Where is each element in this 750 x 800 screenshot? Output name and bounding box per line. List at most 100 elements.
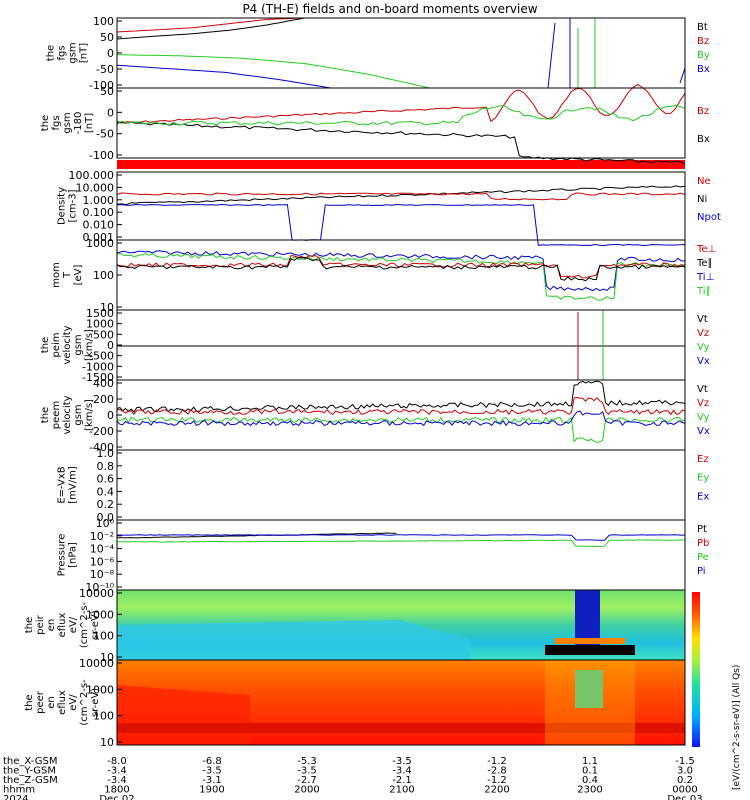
x-tick-label: Dec 03 [667,794,702,800]
y-tick-label: 10⁻⁸ [90,568,115,581]
panel-frame [116,239,686,311]
y-tick-label: -400 [89,441,114,454]
y-tick-label: -100 [89,149,114,162]
x-tick-label: -1.5 [675,756,695,767]
legend-entry: Ey [697,473,709,484]
x-tick-label: -1.2 [487,756,507,767]
spectrogram-region [555,638,625,644]
legend-entry: Pt [697,524,707,535]
y-axis-label: gsm [68,42,79,63]
y-tick-label: 0.2 [97,498,115,511]
y-tick-label: 0.100 [83,206,115,219]
legend-entry: Vz [697,398,709,409]
x-tick-label: -3.4 [107,766,127,777]
y-tick-label: 1000 [86,608,114,621]
x-tick-label: -3.5 [392,756,412,767]
y-tick-label: 1000 [86,683,114,696]
legend-entry: Ez [697,454,709,465]
x-tick-label: -5.3 [297,756,317,767]
y-tick-label: 0 [107,106,114,119]
y-tick-label: 1000 [86,318,114,331]
legend-entry: Ti∥ [696,286,711,297]
legend-entry: Vz [697,328,709,339]
y-axis-label: [km/s] [84,329,95,361]
y-axis-label: T [62,271,73,279]
y-tick-label: -1000 [82,360,114,373]
legend-entry: By [697,50,710,61]
series-line [116,250,686,292]
y-tick-label: 200 [93,393,114,406]
legend-entry: Pi [697,566,706,577]
series-line [116,416,686,443]
y-tick-label: -200 [89,425,114,438]
y-axis-label: the [24,617,35,633]
panel-mom_temp: 1000 100 10 mom T [eV] Te⊥ Te∥ Ti⊥ Ti∥ [51,237,716,314]
x-row-label: the_Y-GSM [3,766,56,777]
y-axis-label: Pressure [57,534,68,577]
series-line [116,104,686,126]
y-axis-label: E=-VxB [57,466,68,503]
x-tick-label: -3.1 [202,775,222,786]
series-line [116,253,686,301]
panel-efield: 1.00.80.60.40.20.0 E=-VxB [mV/m] Ez Ey Ex [57,447,710,524]
panel-frame [116,379,686,451]
y-tick-label: 50 [100,31,114,44]
y-axis-label: [nT] [84,113,95,133]
spectrogram-region [575,670,603,708]
series-line [116,83,686,124]
panel-frame [116,171,686,241]
series-line [116,203,686,247]
y-tick-label: -1500 [82,371,114,384]
y-tick-label: 1.0 [97,447,115,460]
x-tick-label: 3.0 [677,766,693,777]
y-tick-label: -50 [96,128,114,141]
legend-entry: Vy [697,342,710,353]
y-axis-label: velocity [62,325,73,364]
legend-entry: Ne [697,176,711,187]
y-tick-label: 10 [100,736,114,749]
series-line [116,534,685,541]
y-axis-label: [eV] [73,265,84,286]
y-axis-label: fgs [51,115,62,130]
legend-entry: Bt [697,22,708,33]
x-axis-labels: the_X-GSM -8.0 -6.8 -5.3 -3.5 -1.2 1.1 -1.5the_… [3,756,703,800]
y-axis-label: (cm^2-s- [79,601,90,648]
y-tick-label: 0.0 [97,511,115,524]
y-tick-label: 10.000 [76,181,115,194]
x-tick-label: -3.5 [297,766,317,777]
y-tick-label: 0.010 [83,219,115,232]
panel-frame [116,519,686,591]
y-tick-label: 10 [100,651,114,664]
legend-entry: Te∥ [696,258,713,269]
x-tick-label: 1.1 [582,756,598,767]
y-tick-label: 10000 [79,657,114,670]
x-row-label: the_Z-GSM [3,775,58,786]
series-line [679,67,686,84]
spectrogram-region [545,645,635,655]
x-tick-label: -3.5 [202,766,222,777]
colorbar [692,592,700,747]
y-tick-label: 0.001 [83,231,115,244]
legend-entry: Vx [697,356,710,367]
x-tick-label: -2.8 [487,766,507,777]
y-tick-label: 500 [93,328,114,341]
series-line [117,54,430,89]
series-line [116,17,305,33]
y-tick-label: 10⁻¹⁰ [85,581,114,594]
y-axis-label: eflux [57,613,68,638]
x-tick-label: Dec 02 [99,794,134,800]
y-axis-label: eV/ [68,694,79,711]
y-tick-label: 0 [107,409,114,422]
x-row-label: 2024 [3,794,28,800]
series-line [547,22,556,89]
y-axis-label: gsm [73,404,84,425]
legend-entry: Ti⊥ [696,272,714,283]
series-line [116,64,384,89]
series-line [116,254,686,279]
legend-entry: Npot [697,212,721,223]
x-tick-label: 0.4 [582,775,598,786]
y-axis-label: eV/ [68,616,79,633]
y-axis-label: the [24,694,35,710]
